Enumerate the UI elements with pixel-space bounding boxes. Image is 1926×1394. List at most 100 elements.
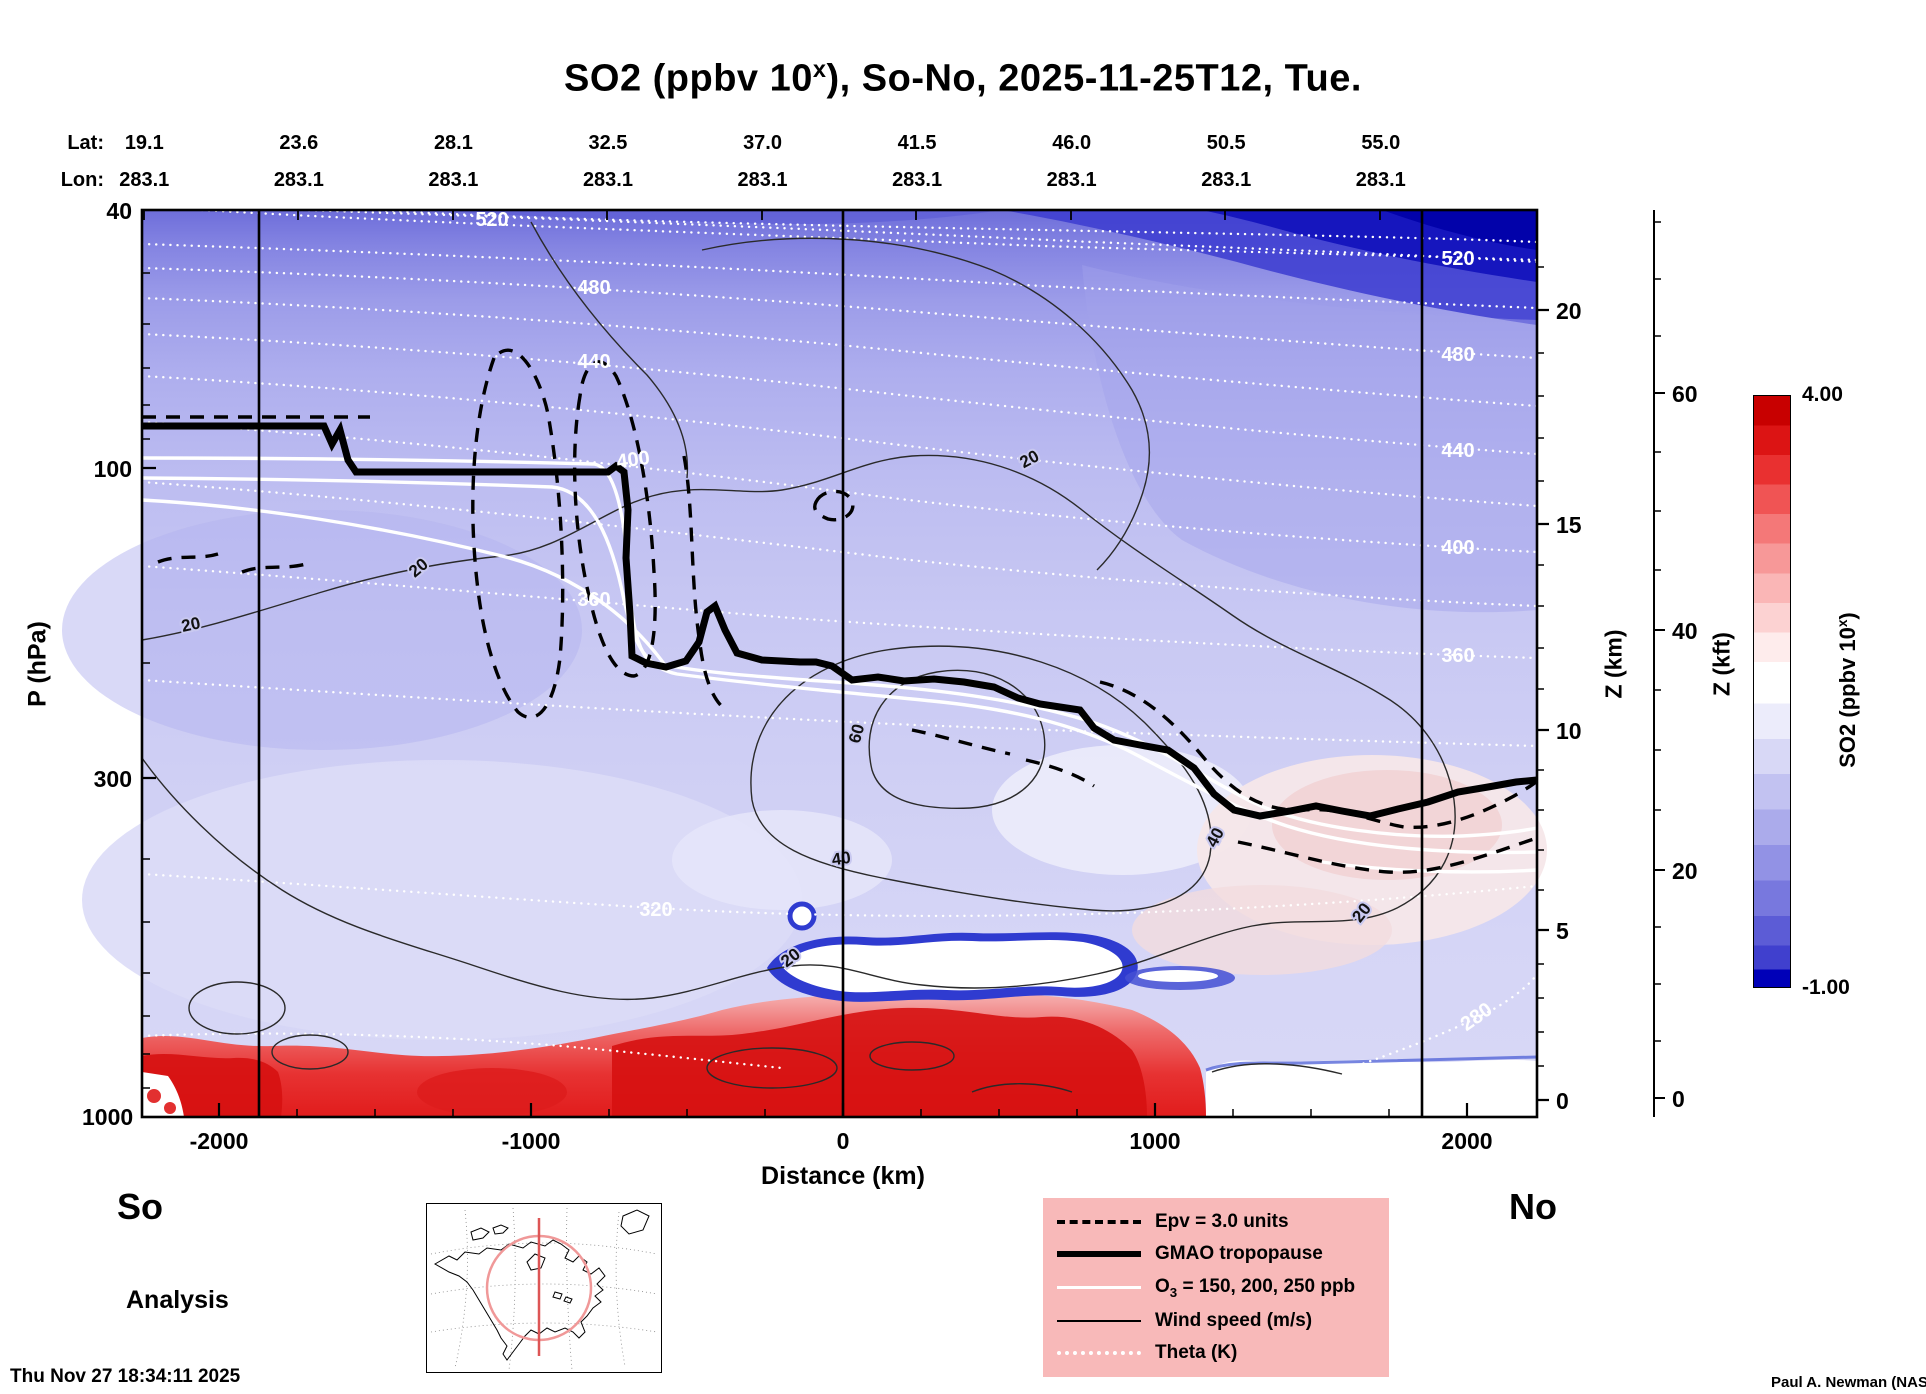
- zkm-tick: 10: [1556, 718, 1582, 744]
- map-inset: [426, 1203, 662, 1373]
- zkm-tick: 5: [1556, 918, 1569, 944]
- zkft-axis-label: Z (kft): [1708, 632, 1735, 696]
- lon-value: 283.1: [1201, 169, 1252, 191]
- theta-contours: [140, 208, 1539, 1098]
- x-tick: -2000: [189, 1128, 249, 1154]
- svg-text:440: 440: [1441, 440, 1474, 462]
- o3-suffix: = 150, 200, 250 ppb: [1177, 1275, 1356, 1297]
- lat-row: 19.1 23.6 28.1 32.5 37.0 41.5 46.0 50.5 …: [67, 132, 1458, 155]
- map-coastlines: [433, 1209, 650, 1361]
- timestamp: Thu Nov 27 18:34:11 2025: [10, 1366, 241, 1387]
- colorbar-label: SO2 (ppbv 10x): [1835, 612, 1861, 768]
- zkft-tick: 60: [1672, 381, 1698, 407]
- svg-text:480: 480: [577, 277, 610, 299]
- theta-dotted-line-sample: [1057, 1350, 1141, 1355]
- zkm-tick: 15: [1556, 512, 1582, 538]
- lat-value: 55.0: [1361, 132, 1401, 154]
- legend-item-epv: Epv = 3.0 units: [1043, 1211, 1389, 1233]
- title-prefix: SO2 (ppbv 10: [564, 57, 813, 100]
- lon-value: 283.1: [892, 169, 943, 191]
- p-tick-300: 300: [93, 766, 132, 792]
- epv-dashed-line-sample: [1057, 1220, 1141, 1225]
- reference-vertical-lines: [257, 210, 1424, 1117]
- legend-item-theta: Theta (K): [1043, 1342, 1389, 1364]
- svg-text:360: 360: [577, 589, 610, 611]
- colorbar-label-suffix: ): [1835, 612, 1861, 620]
- x-tick: 0: [836, 1128, 850, 1154]
- zkm-tick: 20: [1556, 298, 1582, 324]
- svg-text:40: 40: [831, 848, 852, 869]
- lat-value: 50.5: [1206, 132, 1246, 154]
- svg-text:320: 320: [639, 899, 672, 921]
- legend-label: O3 = 150, 200, 250 ppb: [1155, 1276, 1355, 1300]
- svg-text:400: 400: [1441, 537, 1474, 559]
- p-tick-40: 40: [106, 198, 132, 224]
- credit-text: Paul A. Newman (NASA: [1771, 1374, 1926, 1391]
- page-title: SO2 (ppbv 10x), So-No, 2025-11-25T12, Tu…: [0, 56, 1926, 101]
- zkft-tick: 40: [1672, 618, 1698, 644]
- title-suffix: ), So-No, 2025-11-25T12, Tue.: [826, 57, 1362, 100]
- title-superscript: x: [812, 56, 827, 82]
- plot-border: [140, 208, 1539, 1119]
- lat-value: 37.0: [743, 132, 782, 154]
- p-tick-100: 100: [93, 456, 132, 482]
- svg-text:360: 360: [1441, 645, 1474, 667]
- pressure-axis-label: P (hPa): [23, 621, 52, 707]
- lon-value: 283.1: [1355, 169, 1406, 191]
- o3-subscript: 3: [1169, 1284, 1178, 1300]
- tropopause-line: [142, 420, 1538, 820]
- legend-label: GMAO tropopause: [1155, 1243, 1323, 1265]
- tropopause-line-sample: [1057, 1251, 1141, 1258]
- colorbar-label-superscript: x: [1834, 619, 1850, 628]
- zkft-tick: 0: [1672, 1086, 1685, 1112]
- wind-line-sample: [1057, 1319, 1141, 1322]
- lat-value: 32.5: [588, 132, 628, 154]
- svg-text:480: 480: [1441, 344, 1474, 366]
- wind-speed-contours: [141, 221, 1456, 1093]
- epv-contours: [142, 348, 1539, 874]
- lon-row: 283.1 283.1 283.1 283.1 283.1 283.1 283.…: [67, 169, 1458, 192]
- lon-value: 283.1: [119, 169, 170, 191]
- zkft-axis: [1653, 210, 1665, 1117]
- zkft-tick: 20: [1672, 858, 1698, 884]
- lat-value: 19.1: [124, 132, 164, 154]
- colorbar-max: 4.00: [1802, 383, 1843, 406]
- svg-text:520: 520: [475, 209, 508, 231]
- lat-value: 41.5: [897, 132, 937, 154]
- legend-item-o3: O3 = 150, 200, 250 ppb: [1043, 1276, 1389, 1300]
- zkm-tick: 0: [1556, 1088, 1569, 1114]
- legend-label: Theta (K): [1155, 1341, 1238, 1363]
- svg-text:20: 20: [180, 613, 202, 636]
- zkm-axis-label: Z (km): [1600, 629, 1627, 699]
- lat-value: 28.1: [433, 132, 473, 154]
- colorbar-min: -1.00: [1802, 976, 1850, 999]
- lon-value: 283.1: [737, 169, 788, 191]
- map-graticule: [430, 1207, 658, 1371]
- lon-value: 283.1: [1046, 169, 1097, 191]
- legend-item-wind: Wind speed (m/s): [1043, 1310, 1389, 1332]
- svg-text:400: 400: [615, 447, 651, 473]
- lat-value: 46.0: [1052, 132, 1092, 154]
- x-tick: 1000: [1129, 1128, 1181, 1154]
- o3-line-sample: [1057, 1285, 1141, 1289]
- colorbar: [1753, 395, 1791, 988]
- north-endpoint-label: No: [1509, 1186, 1557, 1227]
- analysis-label: Analysis: [126, 1286, 229, 1314]
- legend-item-tropopause: GMAO tropopause: [1043, 1243, 1389, 1265]
- x-tick: 2000: [1441, 1128, 1493, 1154]
- distance-axis-label: Distance (km): [761, 1162, 925, 1190]
- south-endpoint-label: So: [117, 1186, 164, 1227]
- svg-text:440: 440: [577, 351, 610, 373]
- x-tick: -1000: [501, 1128, 561, 1154]
- legend-label: Wind speed (m/s): [1155, 1309, 1313, 1331]
- plot-canvas: 520 480 440 400 360 320 520 480 440 400 …: [62, 208, 1549, 1119]
- p-tick-1000: 1000: [82, 1104, 134, 1130]
- svg-text:520: 520: [1441, 248, 1474, 270]
- o3-prefix: O: [1155, 1275, 1170, 1297]
- theta-contour-labels: 520 480 440 400 360 320 520 480 440 400 …: [475, 209, 1496, 1036]
- lon-value: 283.1: [428, 169, 479, 191]
- legend-label: Epv = 3.0 units: [1155, 1211, 1289, 1233]
- lon-row-label: Lon:: [60, 169, 104, 191]
- axis-ticks: [142, 210, 1549, 1117]
- lat-value: 23.6: [279, 132, 319, 154]
